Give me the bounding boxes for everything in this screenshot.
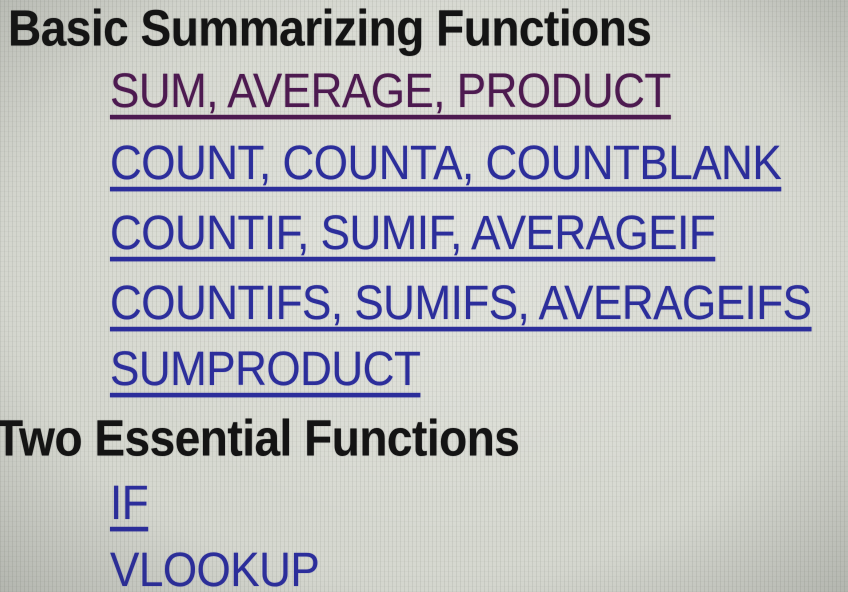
link-countifs-sumifs-averageifs[interactable]: COUNTIFS, SUMIFS, AVERAGEIFS bbox=[110, 276, 812, 331]
link-countif-sumif-averageif[interactable]: COUNTIF, SUMIF, AVERAGEIF bbox=[110, 206, 716, 261]
heading-basic-summarizing-functions: Basic Summarizing Functions bbox=[8, 0, 652, 57]
link-sum-average-product[interactable]: SUM, AVERAGE, PRODUCT bbox=[110, 64, 671, 119]
link-if[interactable]: IF bbox=[110, 476, 149, 531]
link-count-counta-countblank[interactable]: COUNT, COUNTA, COUNTBLANK bbox=[110, 136, 782, 191]
heading-two-essential-functions: Two Essential Functions bbox=[0, 409, 520, 467]
link-vlookup[interactable]: VLOOKUP bbox=[110, 543, 320, 592]
link-sumproduct[interactable]: SUMPRODUCT bbox=[110, 342, 421, 397]
